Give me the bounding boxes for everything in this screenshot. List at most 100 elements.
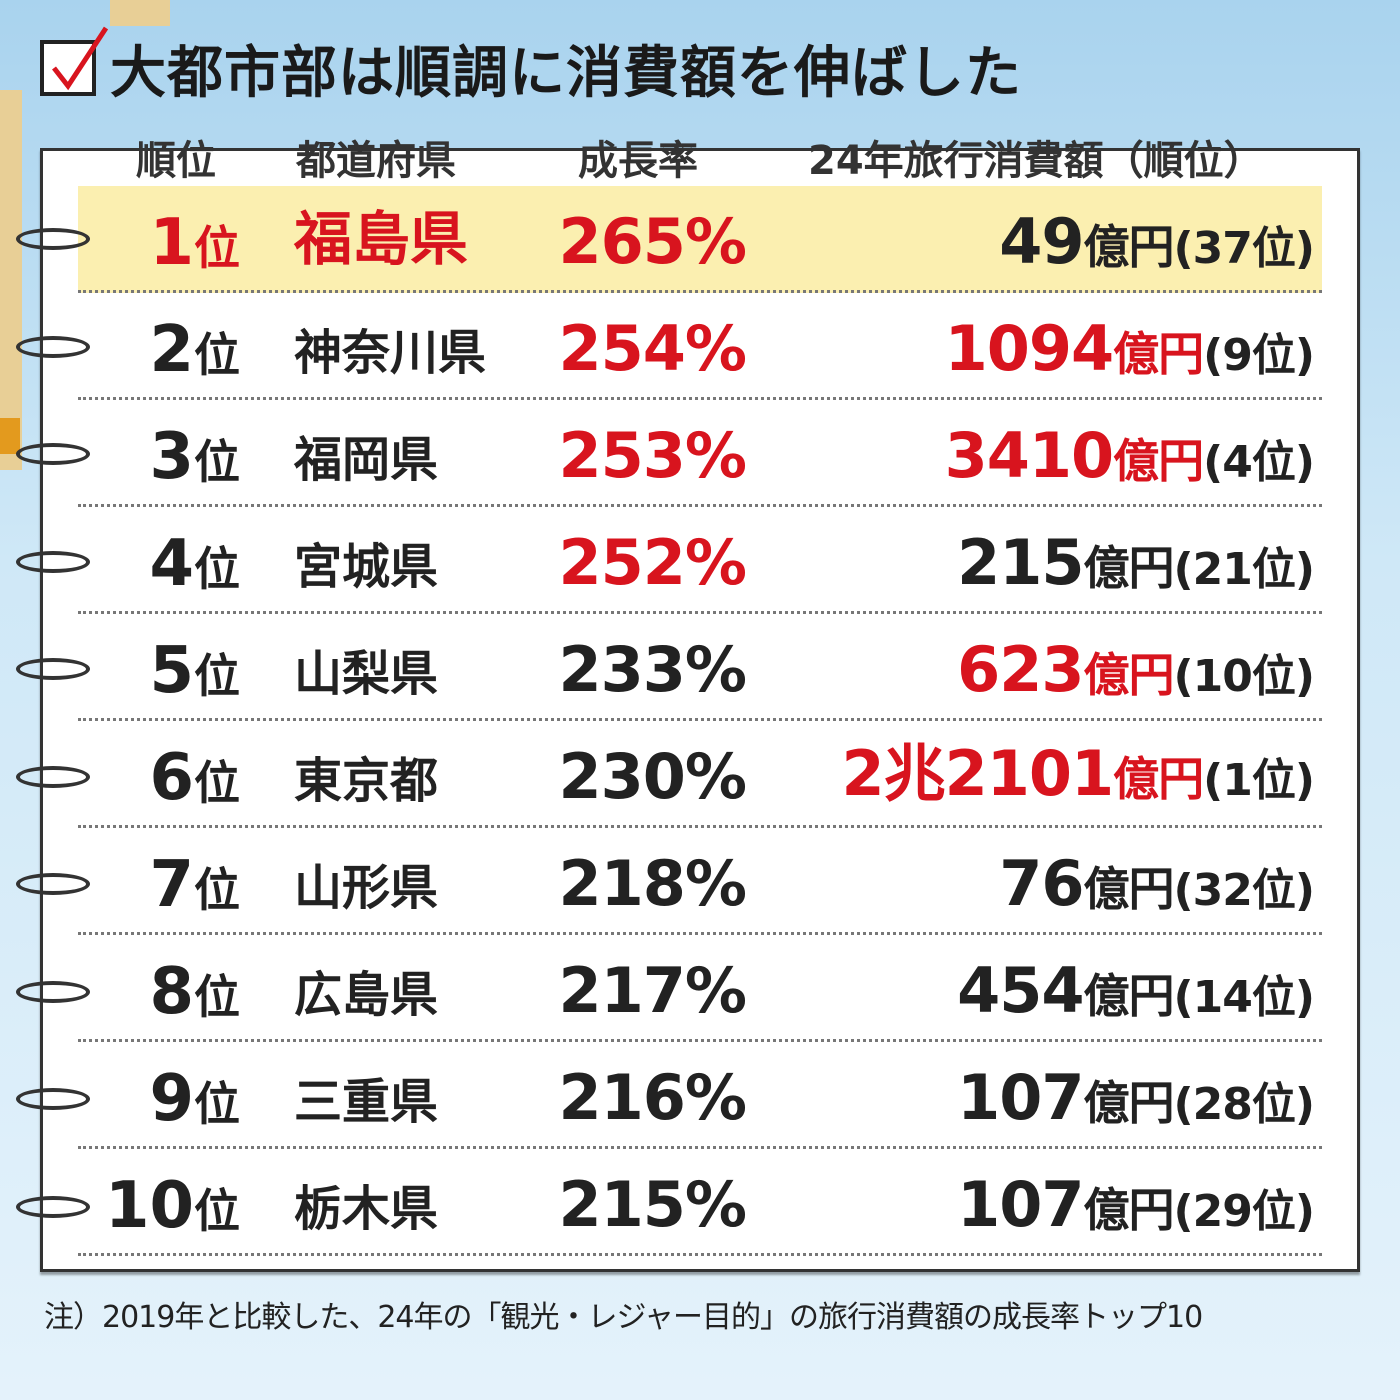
spending-rank: (10位) <box>1173 651 1315 702</box>
spending-amount: 215 <box>957 526 1084 599</box>
spending-rank: (1位) <box>1203 755 1315 806</box>
header-rank: 順位 <box>128 128 224 186</box>
growth-cell: 265% <box>558 205 747 278</box>
table-row: 4位 宮城県 252% 215億円(21位) <box>78 507 1322 614</box>
spending-unit: 億円 <box>1113 327 1204 381</box>
growth-cell: 218% <box>558 847 747 920</box>
growth-cell: 254% <box>558 312 747 385</box>
prefecture-cell: 山形県 <box>294 860 439 916</box>
rank-cell: 2位 <box>149 313 240 387</box>
spending-rank: (4位) <box>1203 437 1315 488</box>
prefecture-cell: 広島県 <box>294 967 439 1023</box>
spending-cell: 107億円(29位) <box>957 1168 1315 1241</box>
rank-suffix: 位 <box>194 756 240 810</box>
table-row: 1位 福島県 265% 49億円(37位) <box>78 186 1322 293</box>
map-background <box>110 0 170 26</box>
ring-icon <box>16 335 90 358</box>
rank-suffix: 位 <box>194 542 240 596</box>
spending-amount: 3410 <box>944 419 1115 492</box>
rank-number: 7 <box>149 848 194 922</box>
page-title: 大都市部は順調に消費額を伸ばした <box>40 26 1022 108</box>
ring-icon <box>16 1088 90 1110</box>
rank-number: 2 <box>149 313 194 387</box>
title-text: 大都市部は順調に消費額を伸ばした <box>110 40 1022 106</box>
spending-cell: 454億円(14位) <box>957 954 1315 1027</box>
ring-icon <box>16 765 90 788</box>
rank-number: 10 <box>104 1169 194 1243</box>
rank-cell: 8位 <box>149 955 240 1029</box>
ring-icon <box>16 228 90 250</box>
rank-number: 8 <box>149 955 194 1029</box>
spending-amount: 49 <box>999 205 1084 278</box>
spending-cell: 1094億円(9位) <box>944 312 1315 385</box>
spending-cell: 107億円(28位) <box>957 1061 1315 1134</box>
spending-rank: (21位) <box>1173 544 1315 595</box>
growth-cell: 216% <box>558 1061 747 1134</box>
spending-rank: (29位) <box>1173 1186 1315 1237</box>
growth-cell: 252% <box>558 526 747 599</box>
ring-icon <box>16 443 90 465</box>
spending-rank: (9位) <box>1203 330 1315 381</box>
spending-unit: 億円 <box>1113 752 1204 806</box>
spending-unit: 億円 <box>1083 969 1175 1023</box>
rank-cell: 4位 <box>149 527 240 601</box>
table-row: 7位 山形県 218% 76億円(32位) <box>78 828 1322 935</box>
rank-number: 4 <box>149 527 194 601</box>
prefecture-cell: 栃木県 <box>294 1181 439 1237</box>
spending-rank: (28位) <box>1173 1079 1315 1130</box>
ring-icon <box>16 550 90 573</box>
spending-unit: 億円 <box>1083 862 1175 916</box>
rank-cell: 3位 <box>149 420 240 494</box>
table-row: 3位 福岡県 253% 3410億円(4位) <box>78 400 1322 507</box>
spending-amount: 2兆2101 <box>841 737 1114 810</box>
prefecture-cell: 東京都 <box>294 753 439 809</box>
header-prefecture: 都道府県 <box>288 128 464 186</box>
spending-unit: 億円 <box>1113 434 1204 488</box>
spending-unit: 億円 <box>1083 541 1175 595</box>
map-background <box>0 90 22 470</box>
spending-rank: (14位) <box>1173 972 1315 1023</box>
header-spending: 24年旅行消費額（順位） <box>800 128 1272 186</box>
rank-number: 6 <box>149 741 194 815</box>
rank-suffix: 位 <box>194 1184 240 1238</box>
spending-cell: 3410億円(4位) <box>944 419 1315 492</box>
checkbox-icon <box>40 26 109 96</box>
spending-rank: (32位) <box>1173 865 1315 916</box>
rank-cell: 6位 <box>149 741 240 815</box>
prefecture-cell: 福岡県 <box>294 432 439 488</box>
spending-unit: 億円 <box>1083 220 1175 274</box>
ring-icon <box>16 873 90 895</box>
table-row: 8位 広島県 217% 454億円(14位) <box>78 935 1322 1042</box>
table-body: 1位 福島県 265% 49億円(37位) 2位 神奈川県 254% 1094億円(9位) 3位… <box>78 186 1322 1256</box>
spending-amount: 1094 <box>944 312 1115 385</box>
rank-suffix: 位 <box>194 649 240 703</box>
rank-number: 3 <box>149 420 194 494</box>
rank-suffix: 位 <box>194 435 240 489</box>
growth-cell: 215% <box>558 1168 747 1241</box>
table-row: 6位 東京都 230% 2兆2101億円(1位) <box>78 721 1322 828</box>
prefecture-cell: 神奈川県 <box>294 325 487 381</box>
spending-cell: 76億円(32位) <box>999 847 1315 920</box>
ranking-table <box>40 148 1360 1272</box>
rank-number: 5 <box>149 634 194 708</box>
rank-suffix: 位 <box>194 863 240 917</box>
spending-amount: 107 <box>957 1168 1084 1241</box>
rank-cell: 7位 <box>149 848 240 922</box>
spending-amount: 623 <box>957 633 1084 706</box>
spending-amount: 107 <box>957 1061 1084 1134</box>
rank-cell: 1位 <box>149 206 240 280</box>
table-row: 2位 神奈川県 254% 1094億円(9位) <box>78 293 1322 400</box>
table-row: 5位 山梨県 233% 623億円(10位) <box>78 614 1322 721</box>
rank-number: 1 <box>149 206 194 280</box>
prefecture-cell: 三重県 <box>294 1074 439 1130</box>
spending-cell: 623億円(10位) <box>957 633 1315 706</box>
rank-cell: 5位 <box>149 634 240 708</box>
growth-cell: 230% <box>558 740 747 813</box>
rank-number: 9 <box>149 1062 194 1136</box>
spending-unit: 億円 <box>1083 1076 1175 1130</box>
rank-cell: 10位 <box>105 1169 240 1243</box>
rank-cell: 9位 <box>149 1062 240 1136</box>
rank-suffix: 位 <box>194 970 240 1024</box>
ring-icon <box>16 1195 90 1218</box>
growth-cell: 233% <box>558 633 747 706</box>
